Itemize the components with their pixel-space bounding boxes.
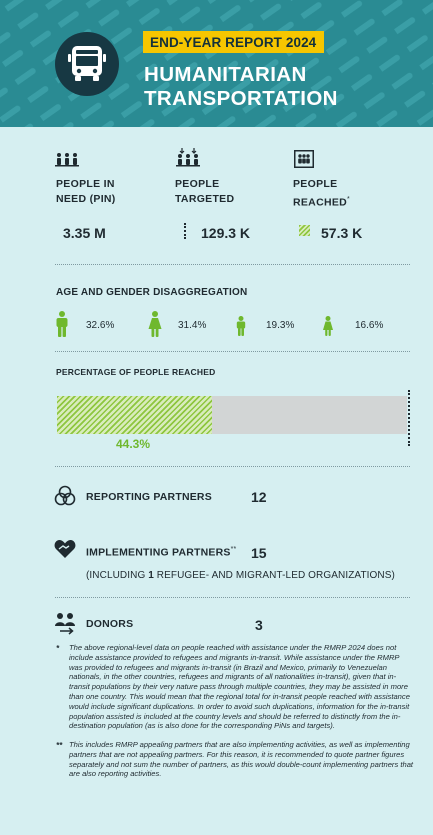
implementing-footnote-mark: ** <box>230 546 237 553</box>
partners-circles-icon <box>54 485 76 506</box>
donors-icon <box>55 613 75 635</box>
reached-swatch <box>299 225 310 236</box>
pin-label: PEOPLE IN NEED (PIN) <box>56 177 116 207</box>
reached-label-line-2: REACHED <box>293 196 348 209</box>
reporting-partners-value: 12 <box>251 489 267 505</box>
reached-label: PEOPLE REACHED* <box>293 177 350 211</box>
boy-icon <box>236 316 246 336</box>
implementing-partners-note: (INCLUDING 1 REFUGEE- AND MIGRANT-LED OR… <box>86 570 395 581</box>
people-reached-icon <box>294 150 314 168</box>
people-targeted-icon <box>176 148 200 167</box>
title-line-1: HUMANITARIAN <box>144 63 307 86</box>
note-prefix: (INCLUDING <box>86 570 149 581</box>
boy-pct: 19.3% <box>266 320 295 331</box>
age-gender-title: AGE AND GENDER DISAGGREGATION <box>56 287 248 298</box>
girl-pct: 16.6% <box>355 320 384 331</box>
section-divider <box>55 351 410 352</box>
section-divider <box>55 466 410 467</box>
man-pct: 32.6% <box>86 320 115 331</box>
pin-label-line-1: PEOPLE IN <box>56 178 115 190</box>
handshake-heart-icon <box>54 540 76 558</box>
targeted-label: PEOPLE TARGETED <box>175 177 234 207</box>
section-divider <box>55 264 410 265</box>
implementing-partners-label: IMPLEMENTING PARTNERS** <box>86 546 236 559</box>
pin-value: 3.35 M <box>63 225 106 241</box>
donors-value: 3 <box>255 617 263 633</box>
page-title: HUMANITARIAN TRANSPORTATION <box>144 63 338 111</box>
note-suffix: REFUGEE- AND MIGRANT-LED ORGANIZATIONS) <box>153 570 395 581</box>
report-badge: END-YEAR REPORT 2024 <box>143 31 325 53</box>
progress-label: 44.3% <box>116 437 151 451</box>
woman-pct: 31.4% <box>178 320 207 331</box>
section-divider <box>55 597 410 598</box>
note-count: 1 <box>148 570 154 581</box>
reporting-partners-label: REPORTING PARTNERS <box>86 491 212 503</box>
targeted-marker <box>184 223 186 239</box>
bus-icon <box>55 32 119 96</box>
girl-icon <box>323 316 333 336</box>
footnote-2-text: This includes RMRP appealing partners th… <box>69 740 414 779</box>
donors-label: DONORS <box>86 618 134 630</box>
footnote-1-text: The above regional-level data on people … <box>69 643 410 731</box>
targeted-label-line-2: TARGETED <box>175 193 235 205</box>
report-header: END-YEAR REPORT 2024 HUMANITARIAN TRANSP… <box>0 0 433 127</box>
implementing-label-text: IMPLEMENTING PARTNERS <box>86 546 231 559</box>
woman-icon <box>148 311 162 337</box>
progress-fill <box>57 396 212 434</box>
people-group-icon <box>55 153 79 167</box>
title-line-2: TRANSPORTATION <box>144 87 338 110</box>
targeted-label-line-1: PEOPLE <box>175 178 220 190</box>
progress-target-marker <box>408 390 410 446</box>
reached-value: 57.3 K <box>321 225 363 241</box>
reached-pct-title: PERCENTAGE OF PEOPLE REACHED <box>56 367 216 377</box>
footnote-1-mark: * <box>56 644 60 653</box>
targeted-value: 129.3 K <box>201 225 251 241</box>
pin-label-line-2: NEED (PIN) <box>56 193 116 205</box>
implementing-partners-value: 15 <box>251 545 267 561</box>
footnote-2-mark: ** <box>56 741 63 750</box>
reached-label-line-1: PEOPLE <box>293 178 338 190</box>
man-icon <box>56 311 68 337</box>
reached-footnote-mark: * <box>347 196 351 203</box>
